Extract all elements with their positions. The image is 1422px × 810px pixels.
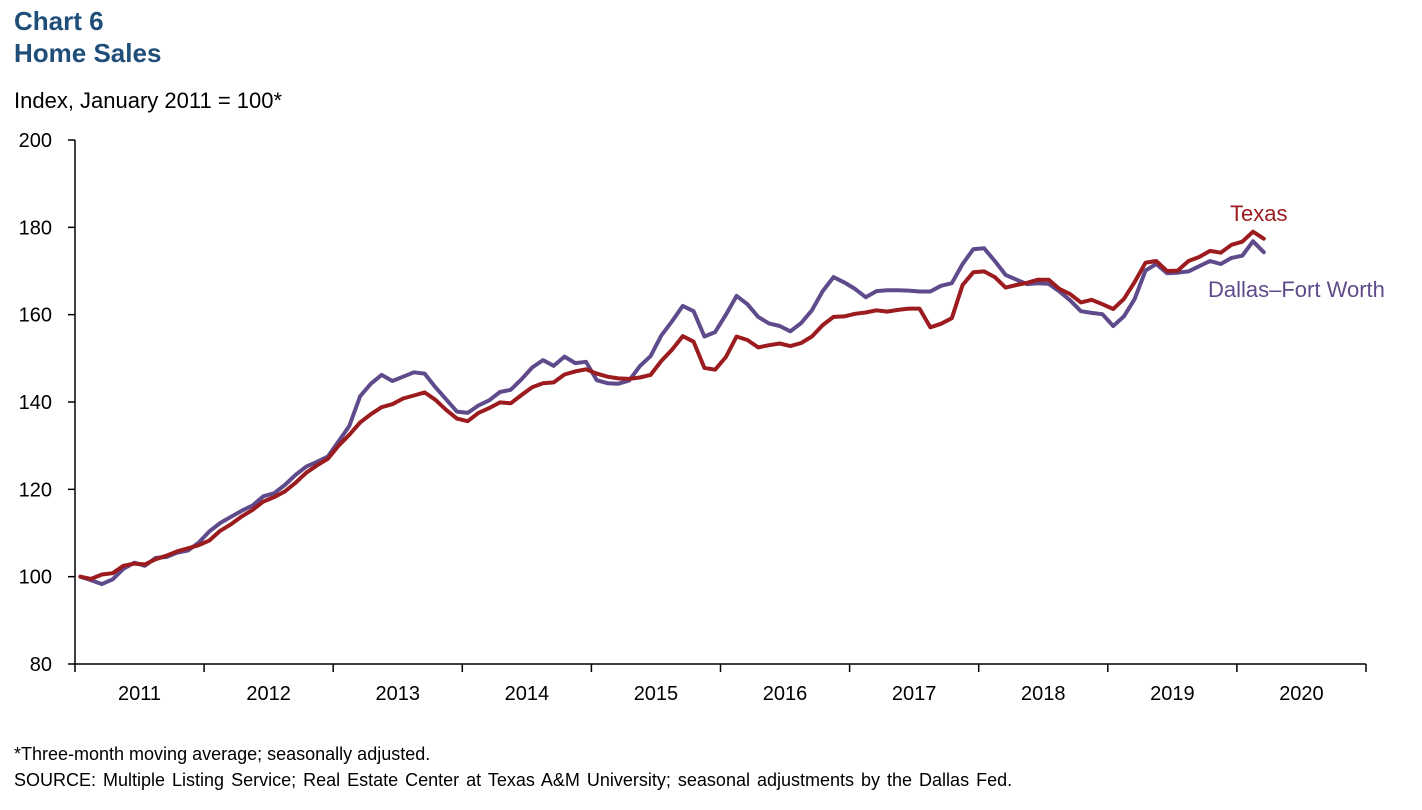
y-tick-label: 120 xyxy=(19,479,52,501)
footnote: *Three-month moving average; seasonally … xyxy=(14,744,431,764)
series-labels: Texas Dallas–Fort Worth xyxy=(1208,201,1385,302)
series-label-dallas-fort-worth: Dallas–Fort Worth xyxy=(1208,277,1385,302)
y-tick-label: 100 xyxy=(19,567,52,589)
x-tick-label: 2015 xyxy=(634,683,679,705)
x-tick-label: 2014 xyxy=(505,683,550,705)
series-lines xyxy=(78,229,1266,587)
y-tick-label: 140 xyxy=(19,392,52,414)
chart-number: Chart 6 xyxy=(14,6,104,36)
x-tick-label: 2016 xyxy=(763,683,808,705)
series-line-texas xyxy=(78,229,1266,581)
series-line-dallas-fort-worth xyxy=(78,239,1266,587)
x-tick-label: 2018 xyxy=(1021,683,1066,705)
x-tick-label: 2011 xyxy=(118,683,161,705)
x-tick-label: 2019 xyxy=(1150,683,1195,705)
x-tick-label: 2017 xyxy=(892,683,937,705)
x-tick-label: 2012 xyxy=(246,683,291,705)
y-tick-label: 160 xyxy=(19,305,52,327)
y-tick-label: 80 xyxy=(30,654,52,676)
series-label-texas: Texas xyxy=(1230,201,1287,226)
x-axis: 2011 2012 2013 2014 2015 2016 2017 2018 2019 2020 xyxy=(74,663,1367,705)
y-axis: 80 100 120 140 160 180 200 xyxy=(19,130,76,676)
y-tick-label: 180 xyxy=(19,217,52,239)
chart-title: Home Sales xyxy=(14,38,162,68)
y-axis-unit-label: Index, January 2011 = 100* xyxy=(14,88,283,113)
y-tick-label: 200 xyxy=(19,130,52,152)
x-tick-label: 2020 xyxy=(1279,683,1324,705)
x-tick-label: 2013 xyxy=(376,683,421,705)
source-note: SOURCE: Multiple Listing Service; Real E… xyxy=(14,770,1013,790)
